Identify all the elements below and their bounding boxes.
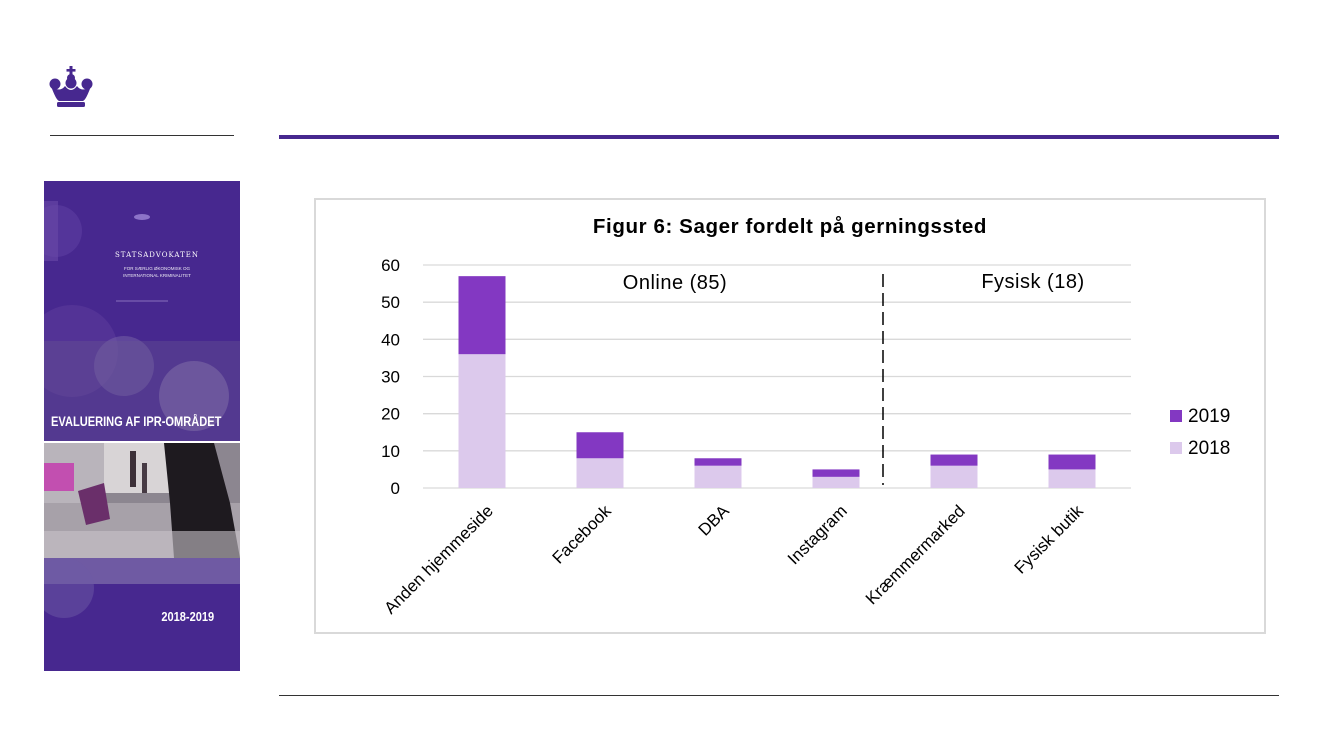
bar-2018 <box>812 476 860 488</box>
cover-bottom-decoration <box>44 558 240 618</box>
chart-title: Figur 6: Sager fordelt på gerningssted <box>592 215 988 238</box>
y-tick-label: 40 <box>381 330 400 349</box>
x-tick-label: Fysisk butik <box>1011 501 1088 578</box>
cover-org: STATSADVOKATEN FOR SÆRLIG ØKONOMISK OG I… <box>102 251 212 279</box>
legend-label-2018: 2018 <box>1188 438 1230 459</box>
footer-rule <box>279 695 1279 696</box>
bar-2018 <box>458 354 506 488</box>
bar-2019 <box>694 458 742 466</box>
bar-2019 <box>812 469 860 477</box>
bar-2018 <box>694 465 742 488</box>
bar-2019 <box>458 276 506 355</box>
logo-divider <box>50 135 234 136</box>
group-label-online: Online (85) <box>623 272 727 294</box>
crown-logo-icon <box>49 66 93 107</box>
cover-photo-scene <box>44 443 240 558</box>
bar-2018 <box>1048 469 1096 488</box>
x-tick-label: Instagram <box>784 501 851 568</box>
y-tick-label: 0 <box>391 479 400 498</box>
cover-photo <box>44 443 240 558</box>
cover-years: 2018-2019 <box>161 609 214 624</box>
legend-swatch-2019 <box>1170 410 1182 422</box>
y-tick-label: 60 <box>381 256 400 275</box>
y-tick-label: 50 <box>381 293 400 312</box>
legend-swatch-2018 <box>1170 442 1182 454</box>
bar-2018 <box>576 458 624 488</box>
legend-label-2019: 2019 <box>1188 406 1230 427</box>
y-tick-label: 10 <box>381 442 400 461</box>
x-tick-label: DBA <box>695 501 734 540</box>
cover-title: EVALUERING AF IPR-OMRÅDET <box>51 414 222 429</box>
cover-bottom-panel <box>44 558 240 671</box>
bar-chart: 0 10 20 30 40 50 60 Anden hjemmeside Facebook DBA… <box>380 256 1230 618</box>
cover-org-sub-line-1: FOR SÆRLIG ØKONOMISK OG <box>123 266 190 271</box>
group-label-physical: Fysisk (18) <box>981 271 1084 293</box>
x-tick-label: Kræmmermarked <box>862 501 969 608</box>
cover-top-panel <box>44 181 240 441</box>
cover-decoration <box>44 201 240 441</box>
y-tick-label: 30 <box>381 368 400 387</box>
header-rule <box>279 135 1279 139</box>
cover-org-name: STATSADVOKATEN <box>115 251 199 259</box>
bar-2019 <box>1048 454 1096 470</box>
cover-org-sub: FOR SÆRLIG ØKONOMISK OG INTERNATIONAL KR… <box>102 265 212 279</box>
report-cover-image: STATSADVOKATEN FOR SÆRLIG ØKONOMISK OG I… <box>44 181 240 671</box>
bar-2019 <box>930 454 978 466</box>
chart-panel: Figur 6: Sager fordelt på gerningssted 0… <box>314 198 1266 634</box>
x-tick-label: Anden hjemmeside <box>380 501 496 617</box>
bar-2019 <box>576 432 624 459</box>
cover-org-sub-line-2: INTERNATIONAL KRIMINALITET <box>123 273 191 278</box>
x-tick-label: Facebook <box>549 501 616 568</box>
y-tick-label: 20 <box>381 405 400 424</box>
bar-2018 <box>930 465 978 488</box>
